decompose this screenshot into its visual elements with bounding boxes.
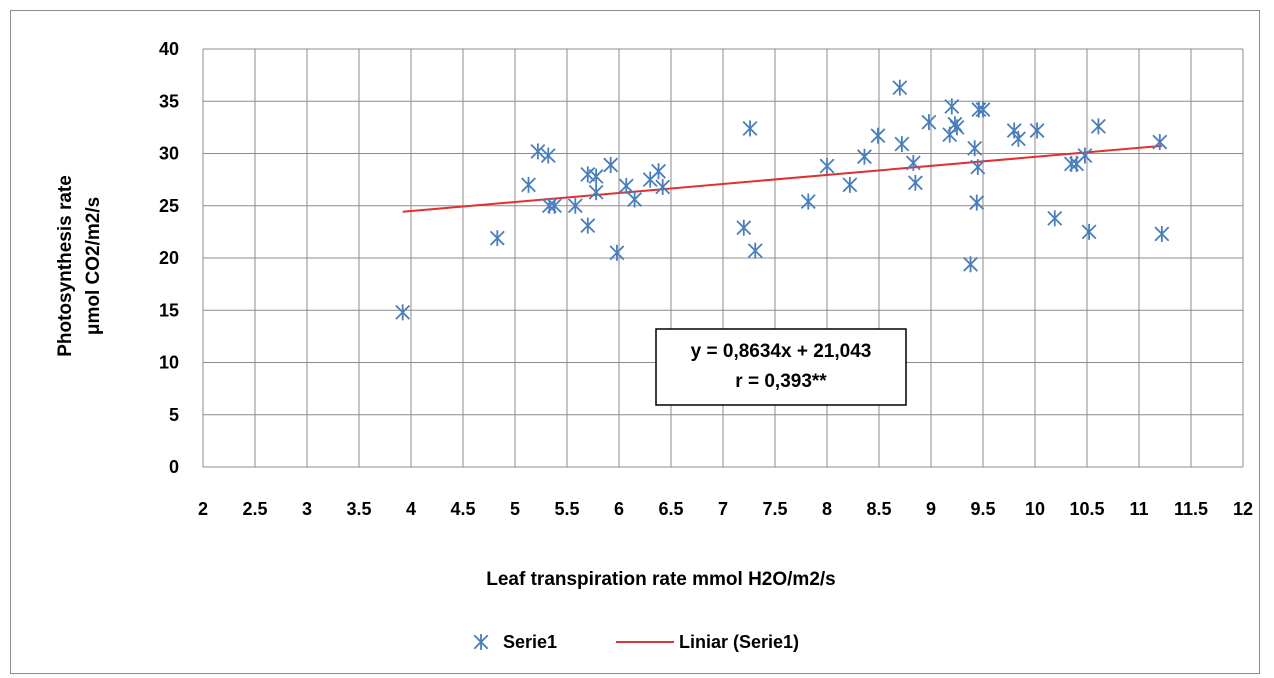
x-axis-title: Leaf transpiration rate mmol H2O/m2/s [486, 569, 836, 590]
x-tick-label: 3.5 [346, 499, 371, 519]
equation-text: y = 0,8634x + 21,043 [691, 341, 872, 362]
data-point [736, 219, 752, 236]
x-tick-label: 2.5 [242, 499, 267, 519]
equation-box: y = 0,8634x + 21,043 r = 0,393** [655, 328, 907, 406]
chart-frame: 0 5 10 15 20 25 30 35 40 2 2.5 3 3.5 4 4.5 5 5.5 6 6.5 7 7.… [10, 10, 1260, 674]
data-point [655, 178, 671, 195]
data-points [395, 79, 1170, 321]
x-tick-label: 7 [718, 499, 728, 519]
x-tick-label: 11 [1129, 499, 1148, 519]
x-tick-label: 2 [198, 499, 208, 519]
data-point [618, 177, 634, 194]
data-point [967, 140, 983, 157]
data-point [894, 136, 910, 153]
data-point [905, 154, 921, 171]
data-point [588, 184, 604, 201]
data-point [742, 120, 758, 137]
trendline [402, 144, 1162, 213]
data-point [580, 166, 596, 183]
y-axis-title-line1: Photosynthesis rate [55, 175, 76, 357]
data-point [1081, 223, 1097, 240]
x-tick-label: 6 [614, 499, 624, 519]
data-point [521, 176, 536, 193]
data-point [907, 174, 923, 191]
x-tick-label: 3 [302, 499, 312, 519]
data-point [489, 230, 505, 247]
data-point [1047, 210, 1063, 227]
data-point [842, 176, 858, 193]
data-point [921, 114, 937, 131]
data-point [547, 197, 562, 214]
data-point [609, 244, 625, 261]
data-point [963, 256, 978, 273]
y-tick-label: 20 [159, 248, 179, 268]
data-point [870, 127, 886, 144]
trendline-group [402, 144, 1162, 213]
data-point [1029, 122, 1045, 139]
data-point [627, 191, 643, 208]
x-tick-label: 5 [510, 499, 520, 519]
x-tick-label: 10 [1025, 499, 1045, 519]
legend-label-trend: Liniar (Serie1) [679, 632, 799, 652]
data-point [1154, 225, 1170, 242]
data-point [530, 143, 546, 160]
data-point [949, 119, 965, 136]
x-tick-label: 9 [926, 499, 936, 519]
y-tick-labels: 0 5 10 15 20 25 30 35 40 [159, 39, 179, 477]
legend-marker-icon [473, 634, 489, 650]
data-point [944, 98, 960, 115]
data-point [800, 193, 816, 210]
data-point [1152, 134, 1168, 151]
data-point [892, 79, 908, 96]
y-tick-label: 15 [159, 300, 179, 320]
legend-marker-serie1 [473, 634, 489, 650]
data-point [540, 147, 556, 164]
y-tick-label: 35 [159, 91, 179, 111]
x-tick-label: 5.5 [554, 499, 579, 519]
x-tick-label: 6.5 [658, 499, 683, 519]
y-tick-label: 5 [169, 405, 179, 425]
x-tick-label: 8.5 [866, 499, 891, 519]
data-point [603, 156, 619, 173]
y-axis-title-line2: μmol CO2/m2/s [83, 197, 104, 335]
y-tick-label: 25 [159, 196, 179, 216]
x-tick-label: 8 [822, 499, 832, 519]
legend-label-serie1: Serie1 [503, 632, 557, 652]
x-tick-label: 9.5 [970, 499, 995, 519]
data-point [588, 168, 604, 185]
x-tick-label: 11.5 [1174, 499, 1208, 519]
data-point [651, 163, 666, 180]
data-point [747, 242, 763, 259]
correlation-text: r = 0,393** [735, 371, 827, 392]
data-point [1077, 147, 1093, 164]
data-point [969, 194, 985, 211]
x-tick-label: 4.5 [450, 499, 475, 519]
data-point [970, 159, 986, 176]
x-tick-label: 4 [406, 499, 416, 519]
scatter-chart: 0 5 10 15 20 25 30 35 40 2 2.5 3 3.5 4 4.5 5 5.5 6 6.5 7 7.… [55, 39, 1253, 652]
data-point [580, 217, 596, 234]
data-point [1010, 130, 1026, 147]
data-point [975, 101, 991, 118]
y-tick-label: 10 [159, 353, 179, 373]
data-point [395, 304, 411, 321]
y-tick-label: 0 [169, 457, 179, 477]
data-point [857, 148, 872, 165]
x-tick-label: 12 [1233, 499, 1253, 519]
data-point [819, 158, 835, 175]
y-tick-label: 30 [159, 144, 179, 164]
x-tick-labels: 2 2.5 3 3.5 4 4.5 5 5.5 6 6.5 7 7.5 8 8.5 9 9.5 10 10.5 11… [198, 499, 1253, 519]
x-tick-label: 10.5 [1069, 499, 1104, 519]
y-tick-label: 40 [159, 39, 179, 59]
legend: Serie1 Liniar (Serie1) [473, 632, 799, 652]
data-point [567, 197, 583, 214]
data-point [1091, 118, 1106, 135]
x-tick-label: 7.5 [762, 499, 787, 519]
